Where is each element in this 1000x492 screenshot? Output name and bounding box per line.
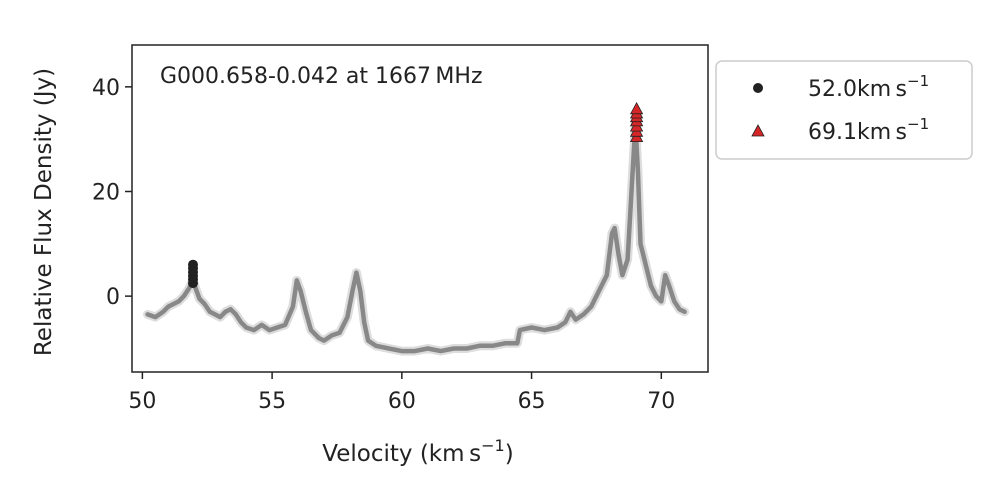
legend-label-69-sup: −1 xyxy=(907,115,929,133)
x-tick-label: 55 xyxy=(258,389,286,414)
axes-layer: 50 55 60 65 70 0 20 40 xyxy=(92,44,709,414)
x-axis-label: Velocity (km s−1) xyxy=(322,436,513,467)
x-tick-label: 65 xyxy=(518,389,546,414)
legend-label-69: 69.1km s−1 xyxy=(808,115,929,145)
y-tick-label: 0 xyxy=(106,285,120,310)
legend-label-69-main: 69.1km s xyxy=(808,120,907,145)
plot-layer xyxy=(143,101,690,356)
x-tick-label: 70 xyxy=(647,389,675,414)
x-tick-label: 60 xyxy=(388,389,416,414)
marker-52-circle xyxy=(188,259,198,270)
x-tick-label: 50 xyxy=(128,389,156,414)
legend-label-52-sup: −1 xyxy=(907,72,929,90)
y-tick-label: 40 xyxy=(92,76,120,101)
chart-title: G000.658-0.042 at 1667 MHz xyxy=(160,64,483,89)
x-axis-label-sup: −1 xyxy=(481,436,505,455)
legend-box xyxy=(715,60,973,160)
legend-marker-circle xyxy=(753,83,763,93)
marker-69-triangle xyxy=(629,101,644,115)
spectrum-line xyxy=(145,121,687,354)
x-axis-label-main: Velocity (km s xyxy=(322,441,481,467)
legend-marker-triangle xyxy=(751,124,765,137)
legend-label-52: 52.0km s−1 xyxy=(808,72,929,102)
y-axis-label: Relative Flux Density (Jy) xyxy=(31,68,57,356)
legend-label-52-main: 52.0km s xyxy=(808,77,907,102)
plot-frame xyxy=(131,44,709,373)
legend: 52.0km s−1 69.1km s−1 xyxy=(715,60,973,160)
x-axis-label-tail: ) xyxy=(505,441,514,467)
spectrum-halo xyxy=(143,119,690,356)
y-tick-label: 20 xyxy=(92,180,120,205)
